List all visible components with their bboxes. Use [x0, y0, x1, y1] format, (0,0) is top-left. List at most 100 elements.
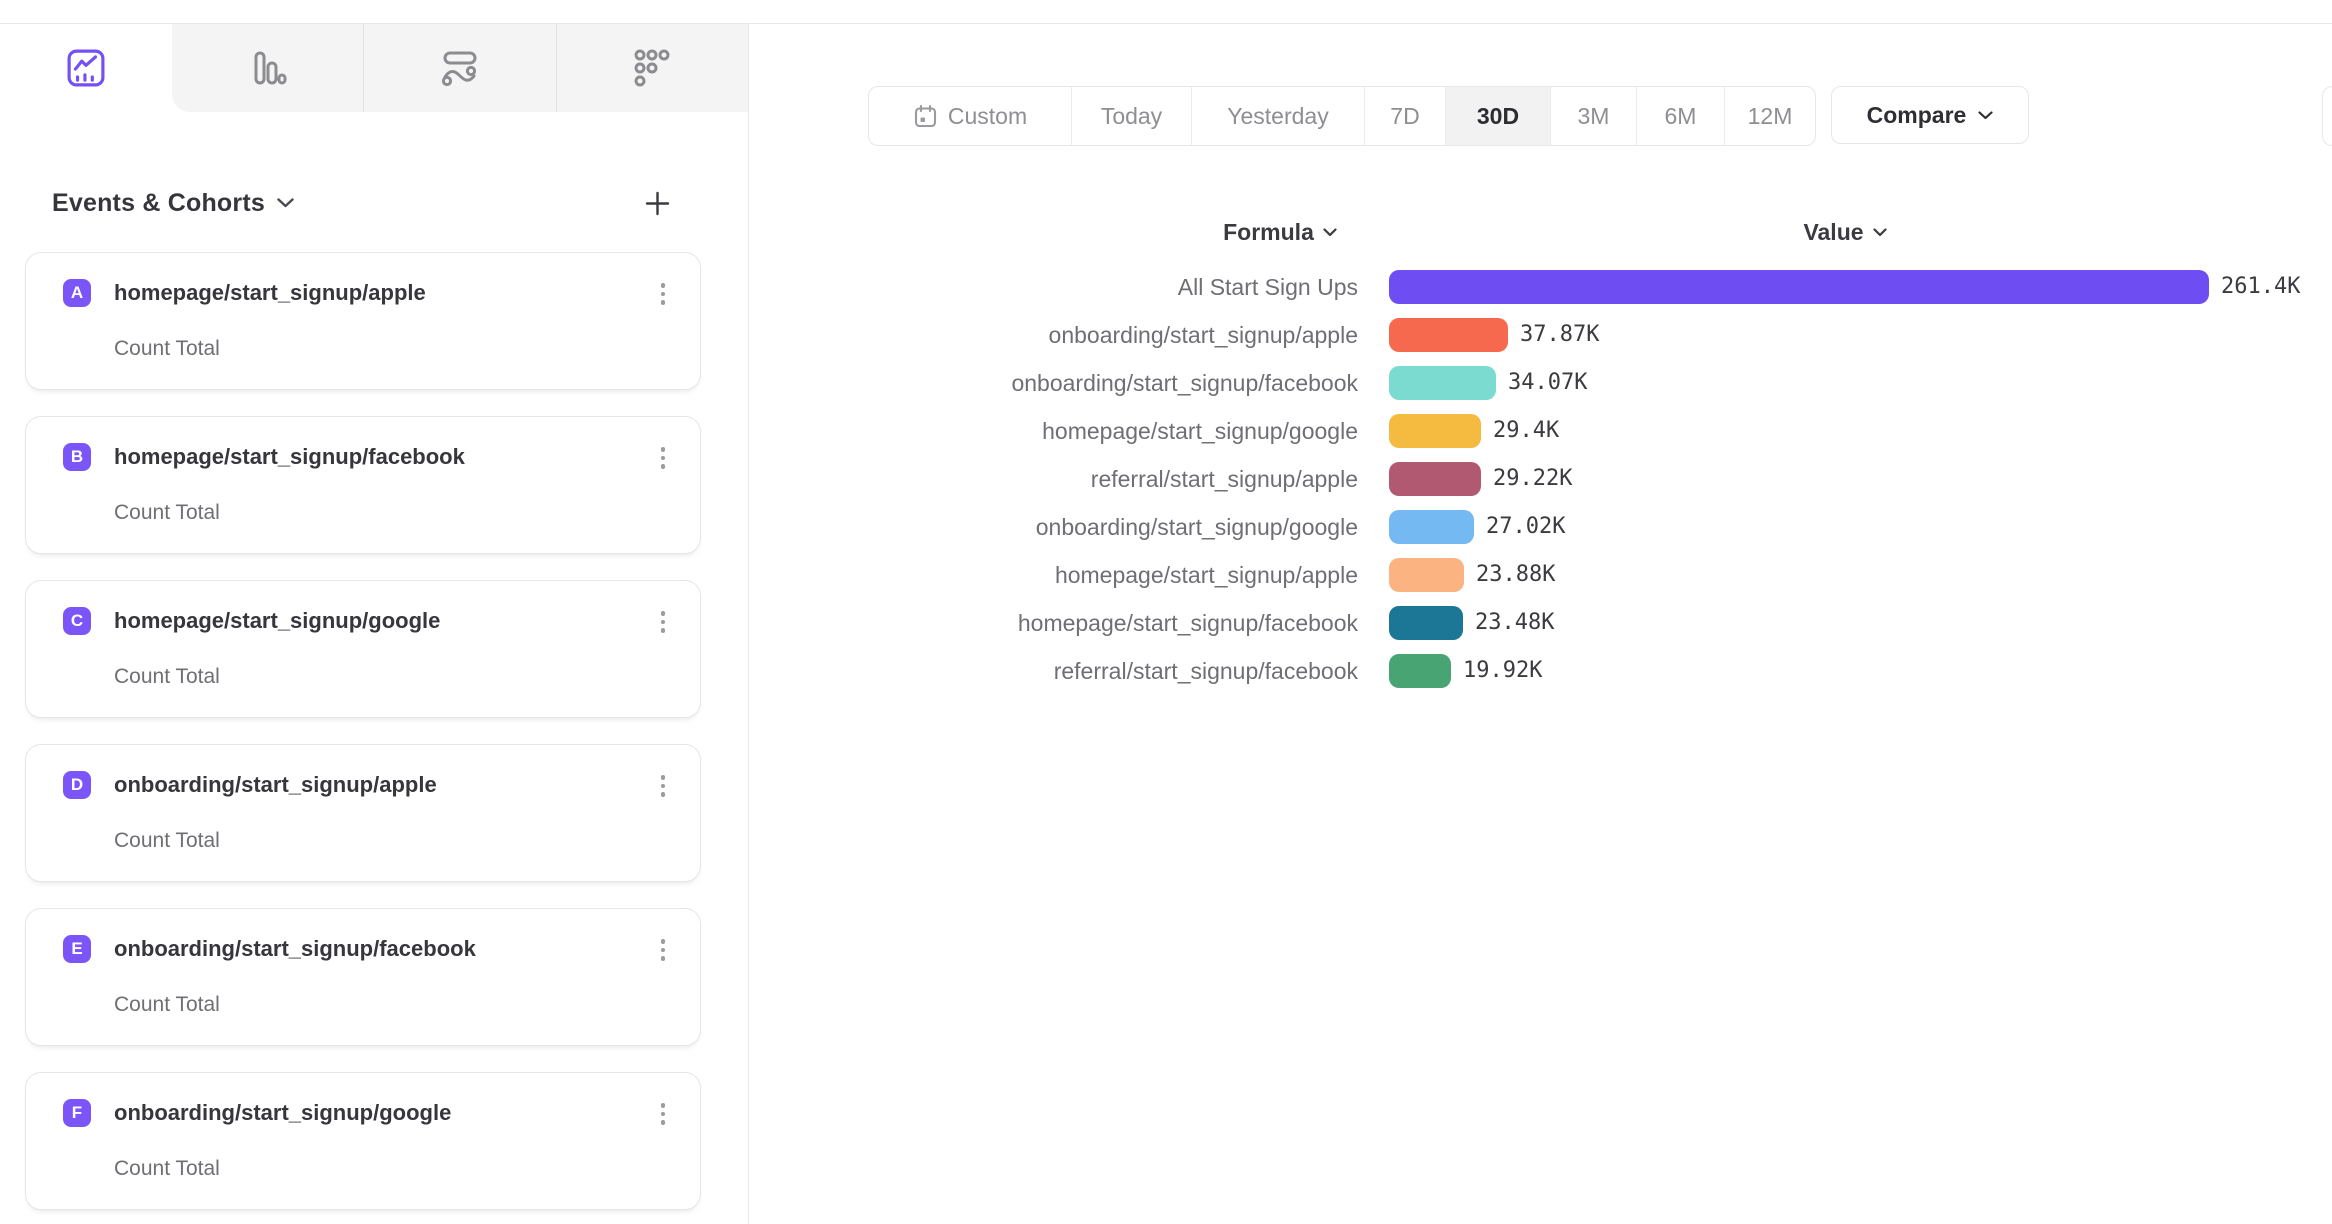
chart-bar-value: 23.48K [1475, 610, 1555, 635]
date-range-segment[interactable]: Today [1071, 87, 1191, 145]
sidebar-title: Events & Cohorts [52, 188, 265, 217]
chart-row: homepage/start_signup/google 29.4K [0, 407, 2332, 455]
kebab-menu-icon[interactable] [656, 443, 670, 473]
formula-column-header[interactable]: Formula [1130, 216, 1430, 248]
chart-bar[interactable] [1389, 270, 2209, 304]
event-metric[interactable]: Count Total [114, 829, 220, 852]
kebab-menu-icon[interactable] [656, 1099, 670, 1129]
chart-bar[interactable] [1389, 558, 1464, 592]
event-metric[interactable]: Count Total [114, 337, 220, 360]
date-range-segment[interactable]: 6M [1636, 87, 1724, 145]
insights-line-chart-icon [67, 49, 105, 87]
tab-flows[interactable] [363, 24, 555, 112]
chart-row-label[interactable]: homepage/start_signup/facebook [1017, 610, 1358, 636]
chart-row: onboarding/start_signup/facebook 34.07K [0, 359, 2332, 407]
event-card[interactable]: E onboarding/start_signup/facebook Count… [25, 908, 701, 1046]
chart-row-label[interactable]: homepage/start_signup/google [1042, 418, 1358, 444]
chevron-down-icon [1978, 110, 1993, 119]
tab-insights[interactable] [0, 24, 172, 112]
event-letter-badge: D [63, 771, 91, 799]
chart-row: All Start Sign Ups 261.4K [0, 263, 2332, 311]
chevron-down-icon [277, 198, 294, 208]
chart-row: onboarding/start_signup/apple 37.87K [0, 311, 2332, 359]
top-strip [0, 0, 2332, 24]
date-range-segment[interactable]: Custom [869, 87, 1071, 145]
chart-bar[interactable] [1389, 462, 1481, 496]
sidebar-header[interactable]: Events & Cohorts [52, 184, 294, 222]
chart-row-label[interactable]: onboarding/start_signup/facebook [1011, 370, 1358, 396]
event-letter-badge: F [63, 1099, 91, 1127]
chart-bar-value: 34.07K [1508, 370, 1588, 395]
event-metric[interactable]: Count Total [114, 501, 220, 524]
calendar-icon [914, 104, 936, 127]
formula-header-label: Formula [1223, 218, 1314, 245]
report-type-tabbar [0, 24, 748, 112]
chart-bar-value: 27.02K [1486, 514, 1566, 539]
chart-row-label[interactable]: referral/start_signup/facebook [1053, 658, 1358, 684]
bar-chart-icon [254, 51, 287, 85]
event-card[interactable]: C homepage/start_signup/google Count Tot… [25, 580, 701, 718]
event-card[interactable]: B homepage/start_signup/facebook Count T… [25, 416, 701, 554]
clipped-edge-button[interactable] [2322, 86, 2332, 146]
chart-bar-value: 19.92K [1463, 658, 1543, 683]
sidebar-divider [748, 23, 749, 1224]
event-metric[interactable]: Count Total [114, 1157, 220, 1180]
chart-bar-value: 261.4K [2221, 274, 2301, 299]
event-letter-badge: B [63, 443, 91, 471]
event-metric[interactable]: Count Total [114, 993, 220, 1016]
chart-bar-value: 37.87K [1520, 322, 1600, 347]
event-name: homepage/start_signup/apple [114, 280, 426, 305]
compare-label: Compare [1866, 101, 1967, 128]
event-letter-badge: E [63, 935, 91, 963]
event-letter-badge: C [63, 607, 91, 635]
kebab-menu-icon[interactable] [656, 935, 670, 965]
kebab-menu-icon[interactable] [656, 771, 670, 801]
event-name: onboarding/start_signup/facebook [114, 936, 476, 961]
chevron-down-icon [1872, 227, 1887, 236]
date-range-segment[interactable]: 7D [1364, 87, 1445, 145]
tab-retention[interactable] [555, 24, 748, 112]
event-letter-badge: A [63, 279, 91, 307]
event-card[interactable]: D onboarding/start_signup/apple Count To… [25, 744, 701, 882]
flows-icon [441, 51, 477, 87]
chart-bar[interactable] [1389, 510, 1474, 544]
date-range-control: Custom Today Yesterday 7D 30D 3M 6M 12M [868, 86, 1816, 146]
event-metric[interactable]: Count Total [114, 665, 220, 688]
chart-row-label[interactable]: homepage/start_signup/apple [1054, 562, 1358, 588]
chart-bar[interactable] [1389, 414, 1481, 448]
chevron-down-icon [1323, 227, 1337, 236]
chart-bar-value: 29.4K [1493, 418, 1560, 443]
date-range-segment[interactable]: 3M [1550, 87, 1636, 145]
chart-row-label[interactable]: onboarding/start_signup/google [1035, 514, 1358, 540]
event-name: homepage/start_signup/facebook [114, 444, 465, 469]
chart-bar[interactable] [1389, 318, 1508, 352]
compare-button[interactable]: Compare [1831, 86, 2029, 144]
chart-bar[interactable] [1389, 366, 1496, 400]
plus-icon [645, 191, 669, 215]
chart-bar-value: 29.22K [1493, 466, 1573, 491]
chart-row-label[interactable]: All Start Sign Ups [1177, 274, 1358, 300]
event-card[interactable]: A homepage/start_signup/apple Count Tota… [25, 252, 701, 390]
value-header-label: Value [1803, 218, 1864, 245]
date-range-segment[interactable]: 12M [1724, 87, 1815, 145]
date-range-segment[interactable]: Yesterday [1191, 87, 1364, 145]
chart-row: referral/start_signup/facebook 19.92K [0, 647, 2332, 695]
chart-row: homepage/start_signup/facebook 23.48K [0, 599, 2332, 647]
event-card[interactable]: F onboarding/start_signup/google Count T… [25, 1072, 701, 1210]
chart-bar[interactable] [1389, 606, 1463, 640]
chart-row-label[interactable]: referral/start_signup/apple [1090, 466, 1358, 492]
event-name: onboarding/start_signup/google [114, 1100, 452, 1125]
chart-row: referral/start_signup/apple 29.22K [0, 455, 2332, 503]
add-event-button[interactable] [638, 184, 676, 222]
tab-group [172, 24, 748, 112]
value-column-header[interactable]: Value [1695, 216, 1995, 248]
tab-bar-report[interactable] [172, 24, 363, 112]
kebab-menu-icon[interactable] [656, 279, 670, 309]
event-name: onboarding/start_signup/apple [114, 772, 437, 797]
chart-row-label[interactable]: onboarding/start_signup/apple [1048, 322, 1358, 348]
chart-bar[interactable] [1389, 654, 1451, 688]
chart-bar-value: 23.88K [1476, 562, 1556, 587]
date-range-segment[interactable]: 30D [1445, 87, 1550, 145]
kebab-menu-icon[interactable] [656, 607, 670, 637]
